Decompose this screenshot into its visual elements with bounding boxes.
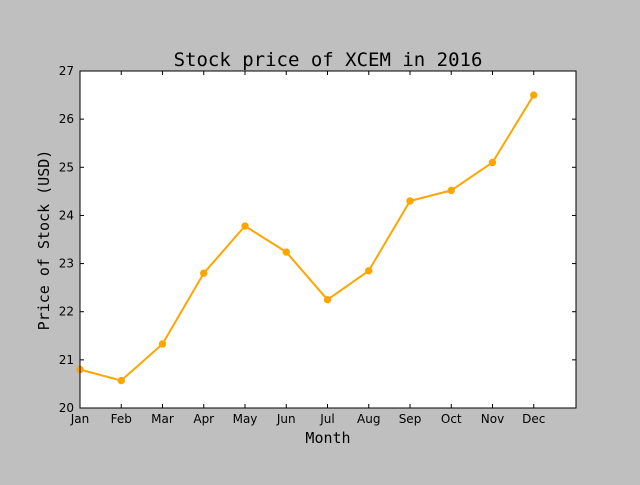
- y-tick-label: 27: [59, 64, 74, 78]
- x-tick-label: Aug: [357, 412, 380, 426]
- y-tick-label: 23: [59, 257, 74, 271]
- y-tick-label: 22: [59, 305, 74, 319]
- x-tick-label: Feb: [111, 412, 132, 426]
- data-point: [117, 376, 125, 385]
- x-tick-label: Jun: [276, 412, 296, 426]
- y-axis-label: Price of Stock (USD): [35, 150, 53, 331]
- x-tick-label: Mar: [151, 412, 174, 426]
- plot-area: [80, 71, 576, 408]
- data-point: [488, 158, 497, 167]
- y-tick-label: 26: [59, 112, 74, 126]
- x-tick-label: May: [233, 412, 258, 426]
- data-point: [158, 340, 167, 348]
- x-tick-label: Jan: [70, 412, 90, 426]
- data-point: [241, 222, 249, 230]
- y-tick-label: 20: [59, 401, 74, 415]
- ticks-layer: 20 21 22 23 24 25 26 27 Jan Feb Mar Apr May Jun Jul Aug…: [59, 64, 576, 426]
- x-tick-label: Sep: [399, 412, 422, 426]
- x-tick-label: Dec: [522, 412, 545, 426]
- axes-frame: [79, 70, 577, 409]
- x-tick-label: Apr: [193, 412, 214, 426]
- data-point: [406, 197, 414, 205]
- x-tick-label: Oct: [441, 412, 462, 426]
- data-point: [282, 248, 290, 256]
- y-tick-label: 25: [59, 160, 74, 174]
- series-line: [79, 94, 535, 382]
- x-tick-label: Jul: [319, 412, 334, 426]
- data-point: [200, 269, 208, 277]
- data-point: [447, 186, 455, 195]
- x-tick-label: Nov: [481, 412, 504, 426]
- data-point: [530, 91, 538, 99]
- x-axis-label: Month: [305, 429, 350, 447]
- data-point: [323, 295, 332, 304]
- y-tick-label: 21: [59, 353, 74, 367]
- chart-title: Stock price of XCEM in 2016: [174, 49, 483, 71]
- data-point: [365, 267, 373, 275]
- y-tick-label: 24: [59, 208, 74, 222]
